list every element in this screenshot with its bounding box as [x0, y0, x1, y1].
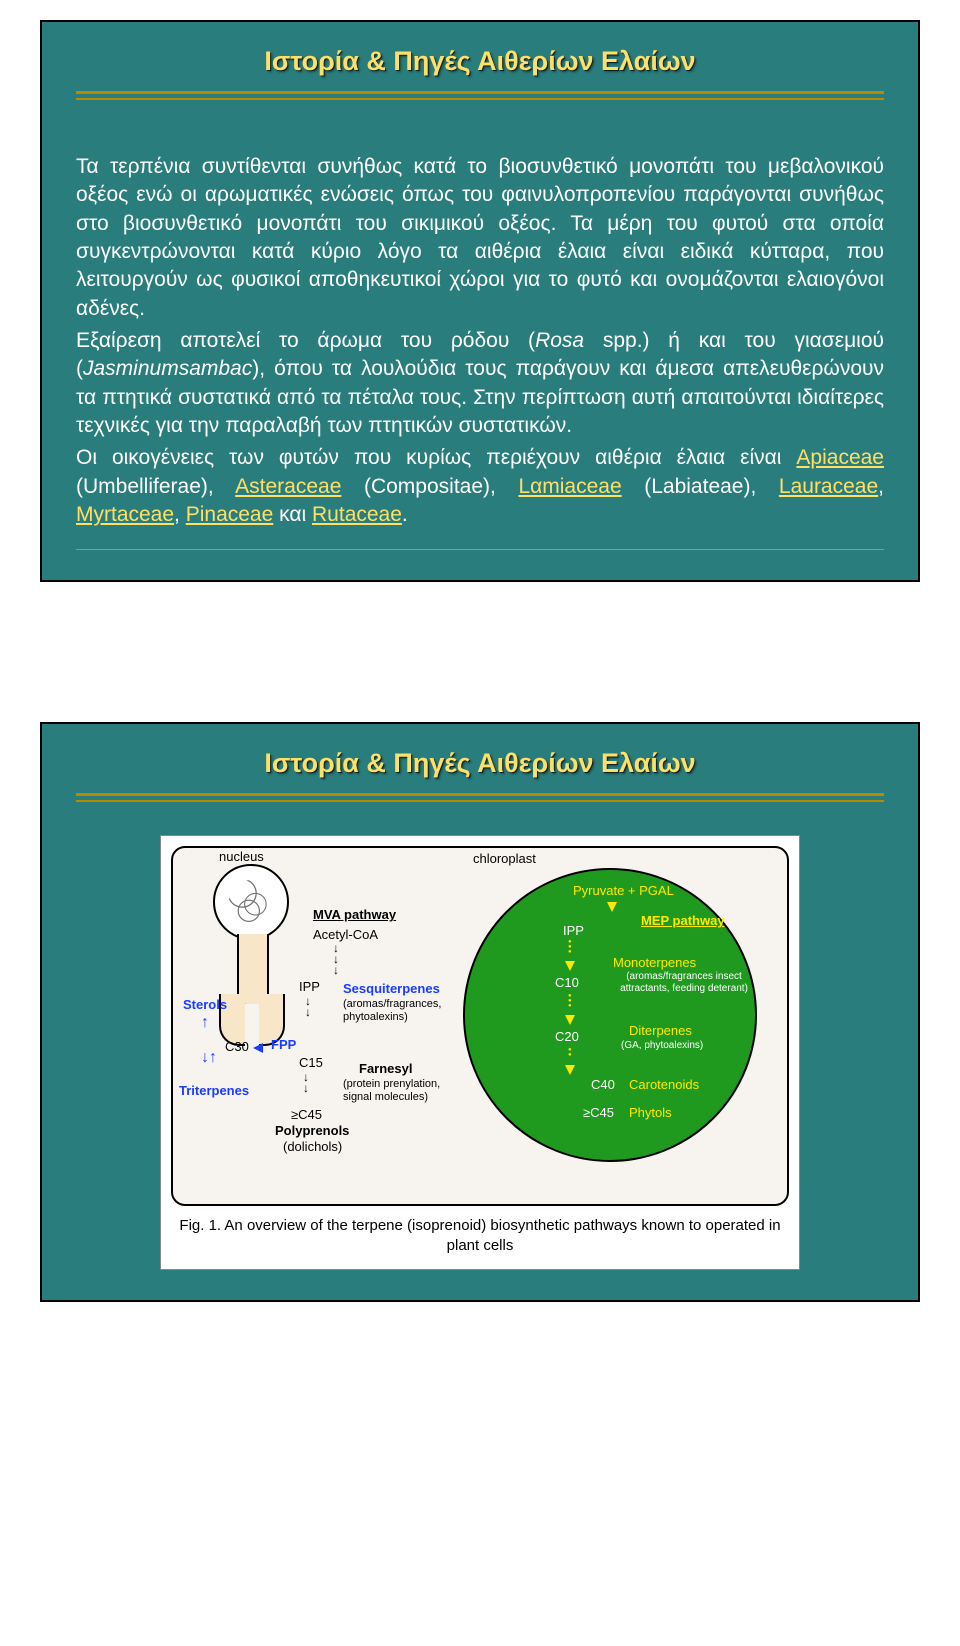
link-lamiaceae[interactable]: Lαmiaceae — [518, 475, 621, 498]
label-gec45-left: ≥C45 — [291, 1108, 322, 1123]
title-rule — [76, 793, 884, 805]
label-dolichols: (dolichols) — [283, 1140, 342, 1155]
label-sesq-sub: (aromas/fragrances, phytoalexins) — [343, 998, 463, 1023]
slide-1-body: Τα τερπένια συντίθενται συνήθως κατά το … — [76, 153, 884, 529]
nucleus-head — [213, 864, 289, 940]
link-asteraceae[interactable]: Asteraceae — [235, 475, 341, 498]
label-diterpenes: Diterpenes — [629, 1024, 692, 1039]
label-c10: C10 — [555, 976, 579, 991]
dots-c20-c40: ●● — [568, 1048, 572, 1058]
text-fragment: . — [402, 503, 408, 526]
label-sterols: Sterols — [183, 998, 227, 1013]
label-monoterpenes: Monoterpenes — [613, 956, 696, 971]
paragraph-3: Οι οικογένειες των φυτών που κυρίως περι… — [76, 444, 884, 529]
figure-caption: Fig. 1. An overview of the terpene (isop… — [171, 1216, 789, 1255]
arrow-pyr-down — [607, 902, 617, 912]
label-pyruvate: Pyruvate + PGAL — [573, 884, 674, 899]
slide-2-title: Ιστορία & Πηγές Αιθερίων Ελαίων — [76, 748, 884, 779]
bottom-rule — [76, 549, 884, 550]
text-fragment: (Compositae), — [341, 475, 518, 498]
arrow-ipp-c10 — [565, 961, 575, 971]
pathway-diagram: nucleus chloroplast MVA pathway Acetyl-C… — [171, 846, 789, 1206]
label-fpp: FPP — [271, 1038, 296, 1053]
title-rule — [76, 91, 884, 103]
label-mono-sub: (aromas/fragrances insect attractants, f… — [609, 971, 759, 994]
label-nucleus: nucleus — [219, 850, 264, 865]
label-gec45-right: ≥C45 — [583, 1106, 614, 1121]
label-c20: C20 — [555, 1030, 579, 1045]
figure-panel: nucleus chloroplast MVA pathway Acetyl-C… — [160, 835, 800, 1270]
page-container: Ιστορία & Πηγές Αιθερίων Ελαίων Τα τερπέ… — [0, 0, 960, 1402]
dots-ipp-c10: ●●● — [568, 940, 572, 955]
text-fragment: Οι οικογένειες των φυτών που κυρίως περι… — [76, 446, 796, 469]
text-fragment: και — [273, 503, 312, 526]
arrow-sterols: ↑ — [201, 1018, 209, 1028]
label-polyprenols: Polyprenols — [275, 1124, 349, 1139]
text-fragment: Εξαίρεση αποτελεί το άρωμα του ρόδου ( — [76, 329, 535, 352]
label-sesquiterpenes: Sesquiterpenes — [343, 982, 440, 997]
arrows-ipp-down: ↓↓ — [305, 996, 311, 1018]
label-farnesyl: Farnesyl — [359, 1062, 412, 1077]
label-phytols: Phytols — [629, 1106, 672, 1121]
paragraph-2: Εξαίρεση αποτελεί το άρωμα του ρόδου (Ro… — [76, 327, 884, 440]
label-mva-pathway: MVA pathway — [313, 908, 396, 923]
arrows-acetyl-down: ↓↓↓ — [333, 943, 339, 975]
label-triterpenes: Triterpenes — [179, 1084, 249, 1099]
text-fragment: (Umbelliferae), — [76, 475, 235, 498]
text-fragment: , — [878, 475, 884, 498]
arrow-c10-c20 — [565, 1015, 575, 1025]
text-fragment: (Labiateae), — [622, 475, 779, 498]
chromatin-icon — [229, 880, 273, 924]
nucleus-shape — [213, 864, 289, 940]
text-fragment: , — [174, 503, 186, 526]
label-c40: C40 — [591, 1078, 615, 1093]
arrow-c20-c40 — [565, 1065, 575, 1075]
taxon-rosa: Rosa — [535, 329, 584, 352]
label-c30: C30 — [225, 1040, 249, 1055]
label-dit-sub: (GA, phytoalexins) — [621, 1040, 703, 1052]
dots-c10-c20: ●●● — [568, 994, 572, 1009]
arrow-c30-down: ↓↑ — [201, 1053, 217, 1063]
link-apiaceae[interactable]: Apiaceae — [796, 446, 884, 469]
slide-1-title: Ιστορία & Πηγές Αιθερίων Ελαίων — [76, 46, 884, 77]
arrows-c15-down: ↓↓ — [303, 1072, 309, 1094]
link-rutaceae[interactable]: Rutaceae — [312, 503, 402, 526]
paragraph-1: Τα τερπένια συντίθενται συνήθως κατά το … — [76, 153, 884, 323]
label-ipp-right: IPP — [563, 924, 584, 939]
taxon-jasminum: Jasminumsambac — [83, 357, 252, 380]
label-chloroplast: chloroplast — [473, 852, 536, 867]
link-myrtaceae[interactable]: Myrtaceae — [76, 503, 174, 526]
label-mep-pathway: MEP pathway — [641, 914, 725, 929]
label-farnesyl-sub: (protein prenylation, signal molecules) — [343, 1078, 463, 1103]
label-acetyl-coa: Acetyl-CoA — [313, 928, 378, 943]
label-ipp-left: IPP — [299, 980, 320, 995]
slide-1: Ιστορία & Πηγές Αιθερίων Ελαίων Τα τερπέ… — [40, 20, 920, 582]
arrow-c30-fpp — [253, 1043, 263, 1053]
link-pinaceae[interactable]: Pinaceae — [186, 503, 274, 526]
label-c15: C15 — [299, 1056, 323, 1071]
link-lauraceae[interactable]: Lauraceae — [779, 475, 878, 498]
label-carotenoids: Carotenoids — [629, 1078, 699, 1093]
slide-2: Ιστορία & Πηγές Αιθερίων Ελαίων nucleus … — [40, 722, 920, 1302]
